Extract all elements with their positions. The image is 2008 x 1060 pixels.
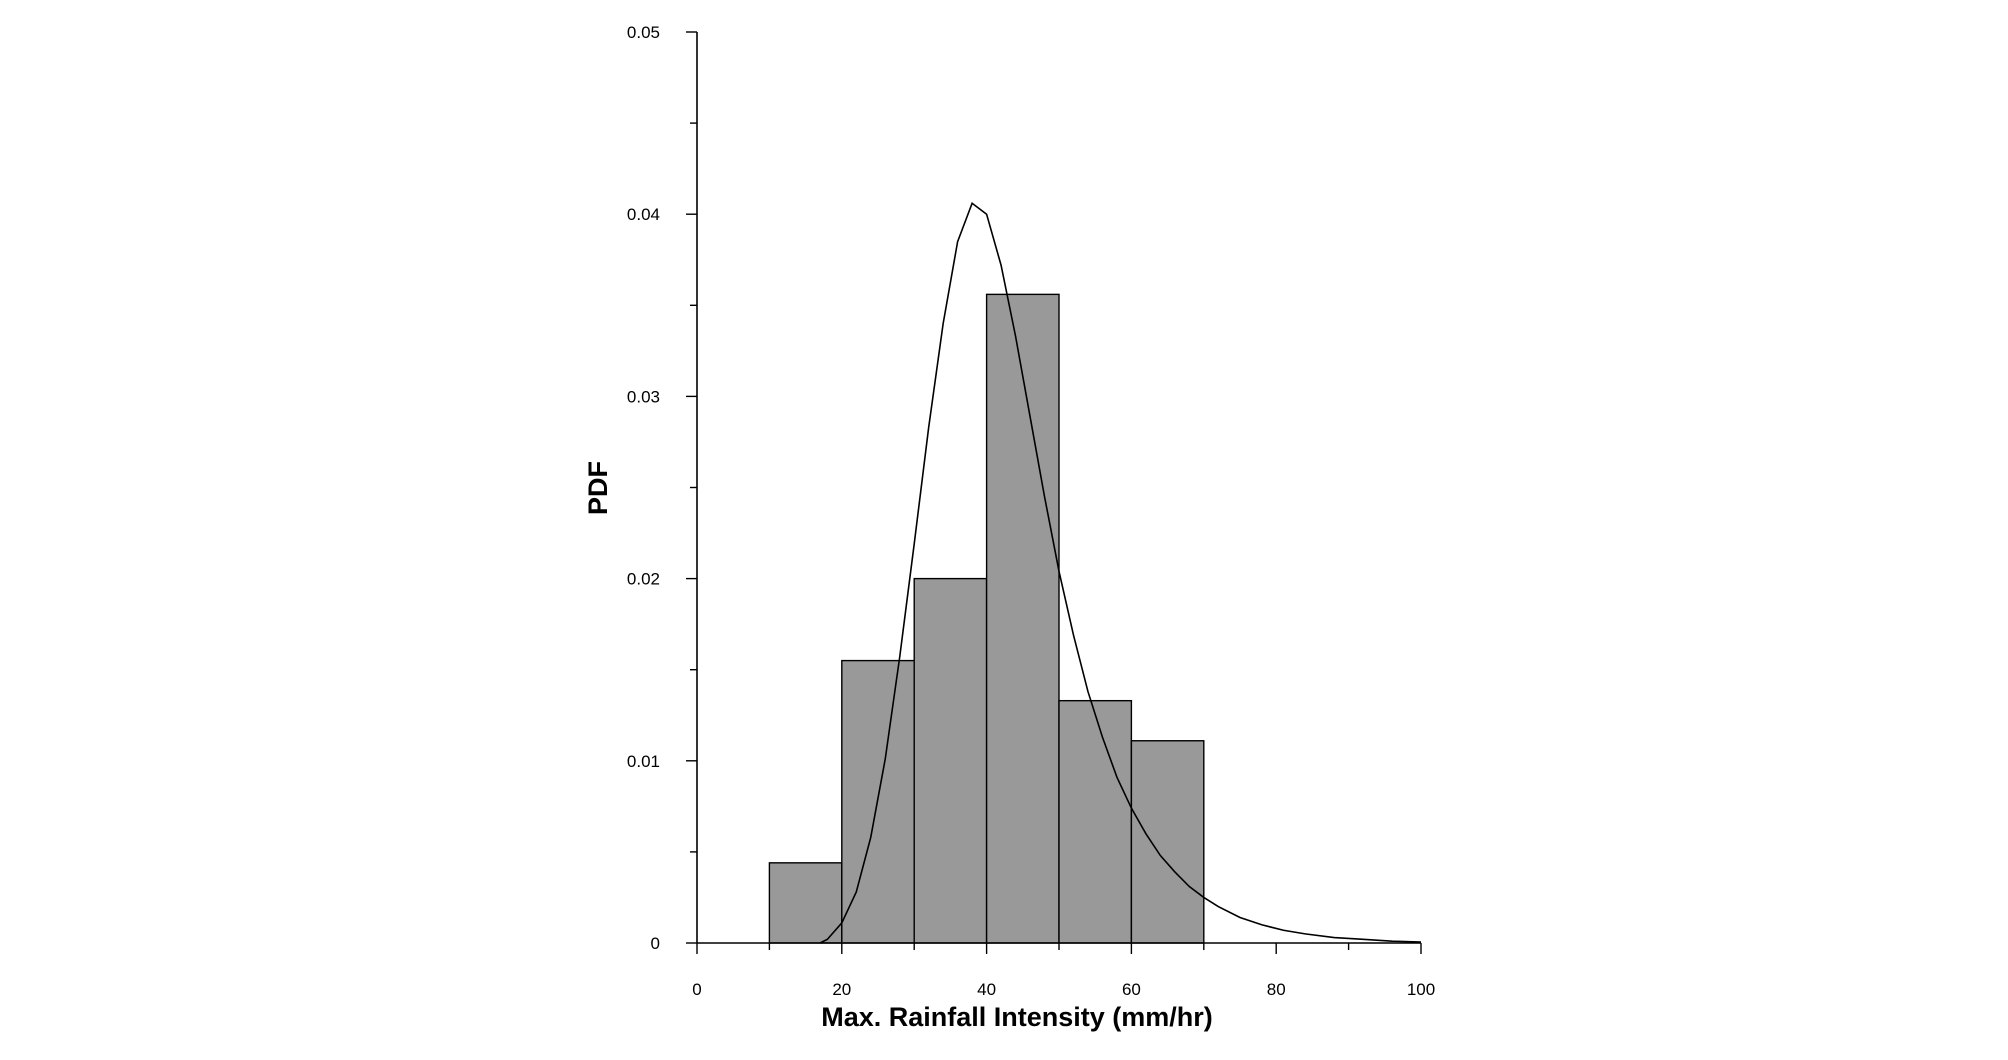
x-tick-label: 20 [832,980,851,999]
x-tick-label: 100 [1407,980,1435,999]
x-tick-label: 40 [977,980,996,999]
histogram-bar [768,862,843,944]
y-tick-label: 0 [651,934,660,953]
y-tick-label: 0.01 [627,752,660,771]
y-tick-label: 0.02 [627,570,660,589]
tick-labels: 0 20 40 60 80 100 0 0.01 0.02 0.03 0.04 0.05 [627,23,1435,999]
x-tick-label: 60 [1122,980,1141,999]
pdf-curve-line [819,201,1422,944]
axis-ticks [686,31,1422,954]
x-axis-title: Max. Rainfall Intensity (mm/hr) [821,1002,1213,1032]
x-tick-label: 0 [692,980,701,999]
histogram-bar [985,293,1060,944]
histogram-bar [1058,699,1133,944]
pdf-curve-layer [819,201,1422,944]
x-tick-label: 80 [1267,980,1286,999]
histogram-bar [913,577,988,944]
histogram-bars [768,293,1205,944]
y-tick-label: 0.05 [627,23,660,42]
y-axis-title: PDF [583,461,613,515]
y-tick-label: 0.03 [627,387,660,406]
histogram-bar [1130,740,1205,944]
y-tick-label: 0.04 [627,205,660,224]
